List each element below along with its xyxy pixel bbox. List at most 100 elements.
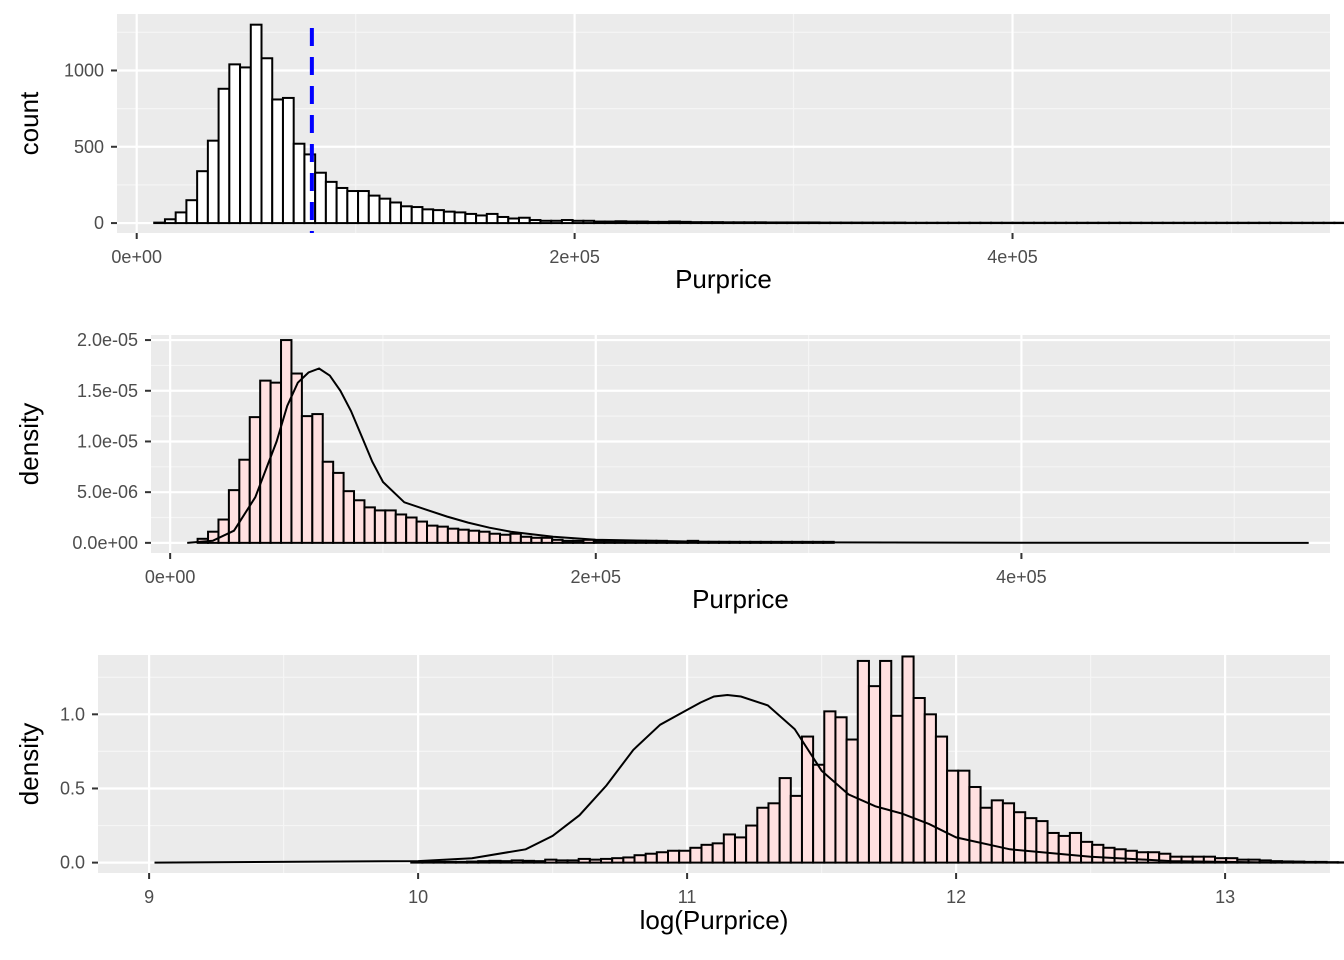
- histogram-bar: [353, 499, 366, 544]
- histogram-bar: [271, 98, 284, 225]
- x-tick-label: 0e+00: [111, 247, 162, 267]
- histogram-bar: [443, 860, 457, 864]
- x-axis-title: Purprice: [675, 264, 772, 294]
- histogram-bar: [367, 194, 381, 225]
- y-tick-label: 1.5e-05: [77, 381, 138, 401]
- y-tick-label: 0: [94, 213, 104, 233]
- histogram-bar: [1001, 802, 1016, 864]
- histogram-bar: [446, 527, 460, 544]
- x-tick-label: 11: [678, 887, 697, 907]
- histogram-bar: [646, 220, 660, 225]
- histogram-bar: [764, 221, 778, 225]
- histogram-bar: [655, 851, 670, 864]
- histogram-bar: [912, 697, 926, 864]
- y-tick-label: 0.5: [60, 778, 85, 798]
- histogram-bar: [528, 219, 542, 225]
- histogram-bar: [1046, 831, 1060, 864]
- histogram-bar: [566, 859, 580, 864]
- histogram-bar: [721, 221, 735, 225]
- histogram-bar: [572, 539, 585, 544]
- histogram-bar: [622, 856, 636, 864]
- histogram-bar: [442, 210, 456, 225]
- panel-3: 9 10 11 12 13 0.0 0.5 1.0 log(Purprice) density: [14, 655, 1344, 935]
- histogram-bar: [767, 802, 781, 864]
- histogram-bar: [636, 220, 649, 225]
- histogram-bar: [432, 860, 446, 864]
- histogram-bar: [667, 849, 681, 864]
- histogram-bar: [488, 859, 502, 864]
- histogram-bar: [867, 685, 882, 864]
- histogram-bar: [934, 735, 949, 864]
- histogram-bar: [332, 471, 345, 544]
- histogram-bar: [206, 139, 220, 225]
- histogram-bar: [290, 372, 303, 544]
- histogram-bar: [426, 524, 439, 544]
- histogram-bar: [745, 824, 759, 864]
- histogram-bar: [812, 763, 826, 864]
- histogram-bar: [778, 777, 792, 864]
- histogram-bar: [879, 659, 893, 864]
- histogram-bar: [485, 212, 499, 225]
- histogram-bar: [405, 516, 418, 544]
- histogram-bar: [786, 221, 799, 225]
- y-tick-label: 1.0e-05: [77, 431, 138, 451]
- histogram-bar: [1013, 811, 1027, 864]
- histogram-bar: [603, 539, 616, 544]
- histogram-bar: [611, 857, 625, 864]
- histogram-bar: [1113, 848, 1127, 864]
- histogram-bar: [507, 217, 520, 225]
- histogram-bar: [593, 220, 606, 225]
- histogram-bar: [796, 221, 810, 225]
- histogram-bar: [335, 186, 349, 225]
- y-tick-label: 2.0e-05: [77, 330, 138, 350]
- histogram-bar: [475, 214, 488, 225]
- histogram-bar: [678, 220, 692, 225]
- panel-background: [98, 655, 1330, 873]
- histogram-bar: [499, 860, 513, 864]
- histogram-bar: [217, 518, 230, 544]
- density-curve: [187, 367, 1309, 544]
- histogram-bar: [496, 215, 510, 225]
- histogram-bar: [238, 458, 251, 544]
- histogram-bar: [711, 221, 724, 225]
- histogram-bar: [1024, 817, 1038, 864]
- histogram-bar: [789, 794, 803, 864]
- histogram-bar: [1280, 860, 1295, 864]
- histogram-bar: [174, 211, 188, 225]
- histogram-bar: [979, 806, 993, 864]
- y-tick-label: 0.0e+00: [72, 533, 138, 553]
- histogram-bar: [644, 852, 658, 864]
- y-tick-label: 5.0e-06: [77, 482, 138, 502]
- histogram-bar: [249, 23, 263, 225]
- histogram-bar: [901, 655, 915, 864]
- histogram-bar: [990, 799, 1004, 864]
- histogram-bar: [509, 532, 522, 544]
- histogram-bar: [1102, 846, 1116, 864]
- histogram-bar: [280, 339, 293, 544]
- histogram-bar: [517, 216, 531, 225]
- histogram-bar: [625, 220, 639, 225]
- histogram-bar: [454, 860, 469, 864]
- panel-1: 0e+00 2e+05 4e+05 0 500 1000 Purprice count: [14, 14, 1344, 294]
- density-curve: [154, 693, 1277, 864]
- histogram-bar: [540, 536, 554, 544]
- histogram-bar: [555, 859, 569, 864]
- y-axis-title: count: [14, 91, 44, 155]
- histogram-bar: [577, 857, 591, 864]
- histogram-bar: [399, 205, 413, 225]
- histogram-bar: [421, 860, 435, 864]
- y-tick-label: 500: [74, 137, 104, 157]
- histogram-bar: [732, 221, 746, 225]
- histogram-bar: [415, 520, 429, 544]
- histogram-bar: [163, 218, 177, 225]
- histogram-bar: [300, 415, 314, 544]
- histogram-bar: [733, 836, 748, 864]
- histogram-bar: [432, 209, 445, 225]
- histogram-bar: [614, 220, 628, 225]
- histogram-bar: [533, 860, 547, 864]
- histogram-bar: [571, 219, 585, 225]
- histogram-bar: [478, 530, 491, 544]
- histogram-bar: [743, 221, 757, 225]
- histogram-bar: [754, 221, 767, 225]
